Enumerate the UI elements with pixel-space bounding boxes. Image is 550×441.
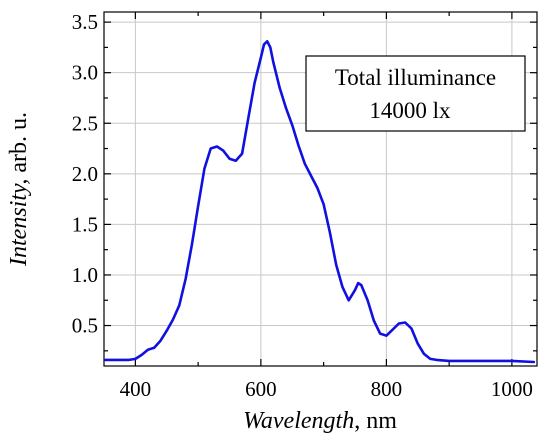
y-tick-label: 2.0 <box>72 162 98 186</box>
annotation-frame <box>305 55 526 132</box>
x-axis-title-main: Wavelength <box>243 408 354 434</box>
y-axis-title: Intensity, arb. u. <box>6 112 32 267</box>
y-axis-title-unit: arb. u. <box>6 112 32 179</box>
x-tick-label: 1000 <box>491 377 533 401</box>
annotation-line-2: 14000 lx <box>369 98 451 123</box>
x-tick-label: 600 <box>245 377 277 401</box>
y-tick-label: 1.5 <box>72 212 98 236</box>
y-tick-label: 3.5 <box>72 10 98 34</box>
x-tick-label: 400 <box>120 377 152 401</box>
x-axis-title-unit: , nm <box>354 408 397 434</box>
y-tick-label: 2.5 <box>72 111 98 135</box>
y-tick-label: 0.5 <box>72 314 98 338</box>
x-axis-title: Wavelength, nm <box>243 408 397 434</box>
plot-frame <box>103 11 538 367</box>
tick-label-layer: 400 600 800 1000 0.5 1.0 1.5 2.0 2.5 3.0 3.5 <box>72 10 533 401</box>
spectrum-line <box>104 39 536 364</box>
x-tick-label: 800 <box>371 377 403 401</box>
y-axis-title-main: Intensity, <box>6 179 32 267</box>
y-tick-label: 3.0 <box>72 61 98 85</box>
series-layer <box>104 39 536 364</box>
tick-layer <box>104 12 537 366</box>
annotation-box: Total illuminance 14000 lx <box>305 55 526 132</box>
annotation-line-1: Total illuminance <box>335 65 496 90</box>
y-tick-label: 1.0 <box>72 263 98 287</box>
